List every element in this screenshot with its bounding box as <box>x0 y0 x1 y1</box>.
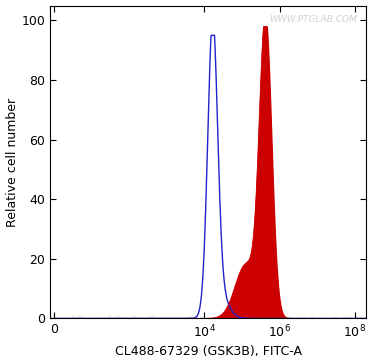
Y-axis label: Relative cell number: Relative cell number <box>6 98 19 226</box>
X-axis label: CL488-67329 (GSK3B), FITC-A: CL488-67329 (GSK3B), FITC-A <box>115 345 302 359</box>
Text: WWW.PTGLAB.COM: WWW.PTGLAB.COM <box>269 15 357 24</box>
